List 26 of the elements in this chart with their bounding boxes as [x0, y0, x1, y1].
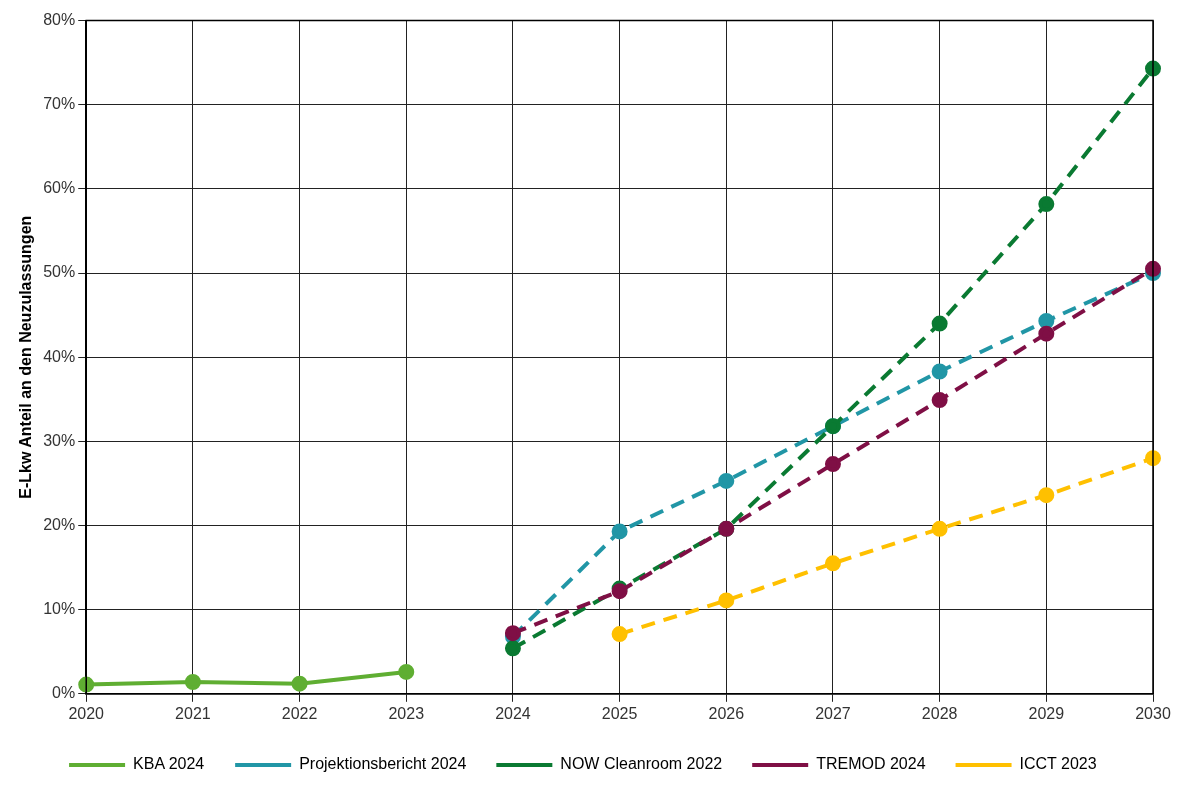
y-tick-label: 30% [43, 431, 76, 449]
x-tick-label: 2021 [175, 704, 211, 722]
y-tick-label: 40% [43, 347, 76, 365]
legend-label: NOW Cleanroom 2022 [560, 755, 723, 773]
y-tick-label: 60% [43, 179, 76, 197]
x-tick-label: 2030 [1135, 704, 1171, 722]
x-tick-label: 2027 [815, 704, 851, 722]
y-tick-label: 50% [43, 263, 76, 281]
x-tick-label: 2023 [388, 704, 425, 722]
y-tick-label: 80% [43, 11, 76, 29]
legend-label: TREMOD 2024 [816, 755, 926, 773]
x-tick-label: 2020 [68, 704, 105, 722]
y-tick-label: 0% [52, 684, 76, 702]
y-axis-title: E-Lkw Anteil an den Neuzulassungen [17, 215, 35, 499]
legend-label: ICCT 2023 [1019, 755, 1097, 773]
x-tick-label: 2024 [495, 704, 531, 722]
x-tick-label: 2022 [281, 704, 318, 722]
x-tick-label: 2026 [708, 704, 745, 722]
y-tick-label: 10% [43, 600, 76, 618]
y-tick-label: 70% [43, 95, 76, 113]
legend-label: Projektionsbericht 2024 [299, 755, 467, 773]
x-tick-label: 2029 [1028, 704, 1065, 722]
x-tick-label: 2028 [921, 704, 958, 722]
y-tick-label: 20% [43, 515, 76, 533]
x-tick-label: 2025 [601, 704, 638, 722]
legend-label: KBA 2024 [133, 755, 205, 773]
